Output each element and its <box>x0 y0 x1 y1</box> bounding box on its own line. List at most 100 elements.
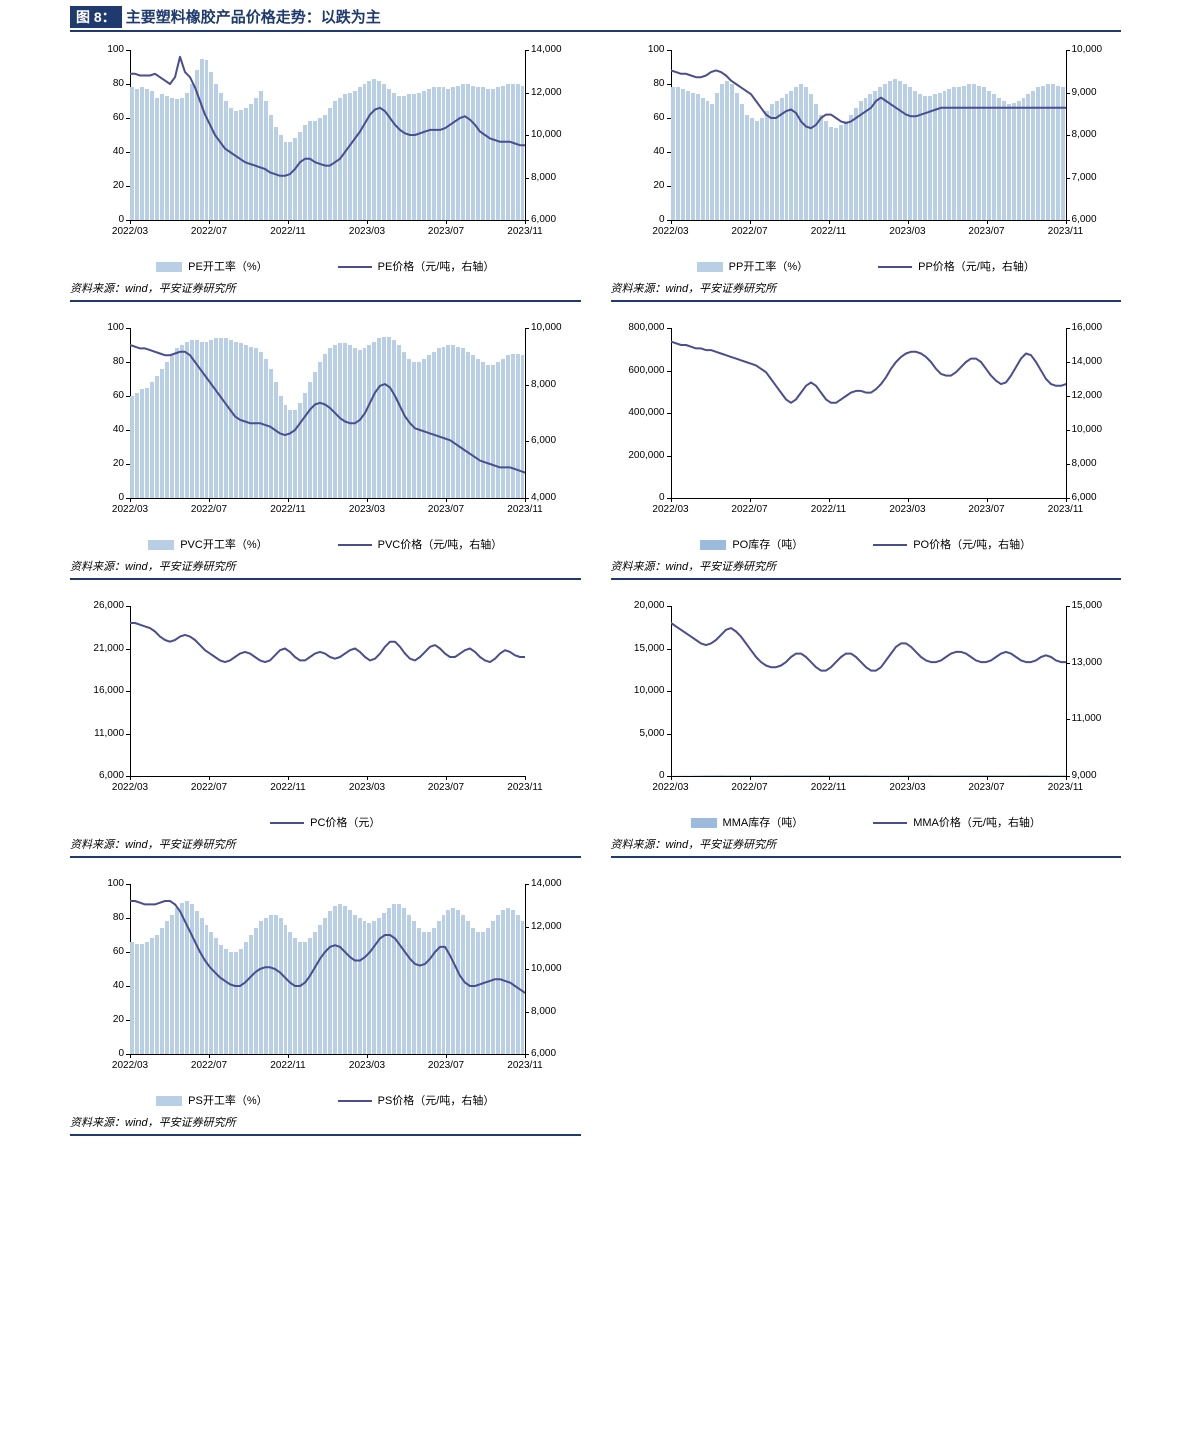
x-axis-label: 2022/07 <box>191 1060 227 1071</box>
x-axis-label: 2022/07 <box>191 782 227 793</box>
chart-area <box>671 775 1066 776</box>
x-axis-tick <box>525 776 526 780</box>
legend-text: PS价格（元/吨，右轴） <box>378 1095 495 1107</box>
chart-legend: PP开工率（%）PP价格（元/吨，右轴） <box>611 258 1122 274</box>
chart-legend: PO库存（吨） PO价格（元/吨，右轴） <box>611 536 1122 552</box>
chart-svg <box>671 50 1066 220</box>
y-axis-left-label: 40 <box>70 981 124 991</box>
legend-item: PE价格（元/吨，右轴） <box>338 258 495 274</box>
y-axis-right-label: 8,000 <box>1072 130 1097 140</box>
x-axis-label: 2022/07 <box>731 782 767 793</box>
chart-frame: 0204060801004,0006,0008,00010,0002022/03… <box>70 320 581 530</box>
y-axis-right-label: 10,000 <box>1072 425 1103 435</box>
x-axis-label: 2023/07 <box>428 226 464 237</box>
y-axis-left-label: 0 <box>70 215 124 225</box>
chart-frame: 05,00010,00015,00020,0009,00011,00013,00… <box>611 598 1122 808</box>
x-axis-tick <box>525 498 526 502</box>
x-axis-label: 2022/03 <box>652 504 688 515</box>
y-axis-left-label: 100 <box>70 323 124 333</box>
x-axis-label: 2023/11 <box>507 782 542 793</box>
y-axis-right-label: 6,000 <box>531 436 556 446</box>
x-axis-label: 2022/11 <box>811 782 846 793</box>
legend-swatch-line <box>873 822 907 824</box>
y-axis-right-label: 11,000 <box>1072 714 1102 724</box>
y-axis-left-label: 26,000 <box>70 601 124 611</box>
x-axis-label: 2022/11 <box>270 504 305 515</box>
x-axis-tick <box>1066 776 1067 780</box>
chart-line <box>130 901 525 993</box>
y-axis-right-label: 12,000 <box>531 922 562 932</box>
x-axis-tick <box>987 220 988 224</box>
chart-source-text: 资料来源：wind，平安证券研究所 <box>611 280 1122 296</box>
y-axis-left-label: 600,000 <box>611 366 665 376</box>
figure-title-row: 图 8： 主要塑料橡胶产品价格走势：以跌为主 <box>70 6 1121 28</box>
x-axis-tick <box>367 776 368 780</box>
x-axis-tick <box>209 1054 210 1058</box>
y-axis-left-label: 60 <box>70 391 124 401</box>
y-axis-right-label: 12,000 <box>1072 391 1103 401</box>
legend-text: MMA库存（吨） <box>723 817 804 829</box>
chart-panel-po: 0200,000400,000600,000800,0006,0008,0001… <box>611 320 1122 580</box>
chart-legend: PC价格（元） <box>70 814 581 830</box>
plot-area <box>130 328 525 498</box>
chart-panel-ps: 0204060801006,0008,00010,00012,00014,000… <box>70 876 581 1136</box>
y-axis-right-label: 10,000 <box>531 964 562 974</box>
legend-item: PO库存（吨） <box>700 536 803 552</box>
legend-item: MMA库存（吨） <box>691 814 804 830</box>
x-axis-tick <box>1066 498 1067 502</box>
x-axis-tick <box>288 1054 289 1058</box>
y-axis-left-label: 60 <box>70 947 124 957</box>
x-axis-tick <box>288 776 289 780</box>
y-axis-left-label: 80 <box>70 913 124 923</box>
chart-panel-pc: 6,00011,00016,00021,00026,0002022/032022… <box>70 598 581 858</box>
x-axis-tick <box>829 776 830 780</box>
chart-panel-mma: 05,00010,00015,00020,0009,00011,00013,00… <box>611 598 1122 858</box>
panel-divider <box>70 300 581 302</box>
x-axis-label: 2022/03 <box>112 226 148 237</box>
x-axis-label: 2022/03 <box>652 782 688 793</box>
chart-source-text: 资料来源：wind，平安证券研究所 <box>70 836 581 852</box>
x-axis-label: 2023/07 <box>428 782 464 793</box>
x-axis-label: 2022/07 <box>731 504 767 515</box>
x-axis-tick <box>446 1054 447 1058</box>
charts-grid: 0204060801006,0008,00010,00012,00014,000… <box>70 42 1121 1136</box>
y-axis-left-label: 80 <box>611 79 665 89</box>
chart-svg <box>130 606 525 776</box>
y-axis-left-label: 0 <box>611 215 665 225</box>
legend-text: PE开工率（%） <box>188 261 267 273</box>
x-axis-label: 2023/03 <box>349 782 385 793</box>
chart-line <box>130 57 525 176</box>
x-axis-label: 2023/03 <box>349 226 385 237</box>
plot-area <box>130 50 525 220</box>
y-axis-right-label: 6,000 <box>1072 493 1097 503</box>
x-axis-label: 2023/11 <box>507 504 542 515</box>
legend-text: PO价格（元/吨，右轴） <box>913 539 1031 551</box>
y-axis-right-label: 12,000 <box>531 88 562 98</box>
y-axis-left-label: 20 <box>70 459 124 469</box>
x-axis-tick <box>446 498 447 502</box>
legend-swatch-line <box>873 544 907 546</box>
y-axis-right-label: 8,000 <box>531 380 556 390</box>
y-axis-right-label: 16,000 <box>1072 323 1103 333</box>
x-axis-tick <box>130 1054 131 1058</box>
y-axis-left-label: 200,000 <box>611 451 665 461</box>
legend-item: PE开工率（%） <box>156 258 267 274</box>
plot-area <box>671 328 1066 498</box>
y-axis-right-line <box>525 50 526 220</box>
y-axis-left-label: 100 <box>70 45 124 55</box>
x-axis-line <box>130 776 525 777</box>
y-axis-left-label: 800,000 <box>611 323 665 333</box>
figure-title-text: 主要塑料橡胶产品价格走势：以跌为主 <box>126 8 381 28</box>
y-axis-left-label: 5,000 <box>611 729 665 739</box>
x-axis-tick <box>750 498 751 502</box>
y-axis-left-label: 100 <box>70 879 124 889</box>
chart-legend: MMA库存（吨）MMA价格（元/吨，右轴） <box>611 814 1122 830</box>
x-axis-label: 2023/03 <box>349 1060 385 1071</box>
x-axis-label: 2023/07 <box>428 1060 464 1071</box>
legend-item: PP价格（元/吨，右轴） <box>878 258 1035 274</box>
y-axis-left-label: 0 <box>70 493 124 503</box>
y-axis-right-label: 8,000 <box>1072 459 1097 469</box>
x-axis-tick <box>525 220 526 224</box>
y-axis-right-line <box>525 884 526 1054</box>
chart-source-text: 资料来源：wind，平安证券研究所 <box>611 836 1122 852</box>
